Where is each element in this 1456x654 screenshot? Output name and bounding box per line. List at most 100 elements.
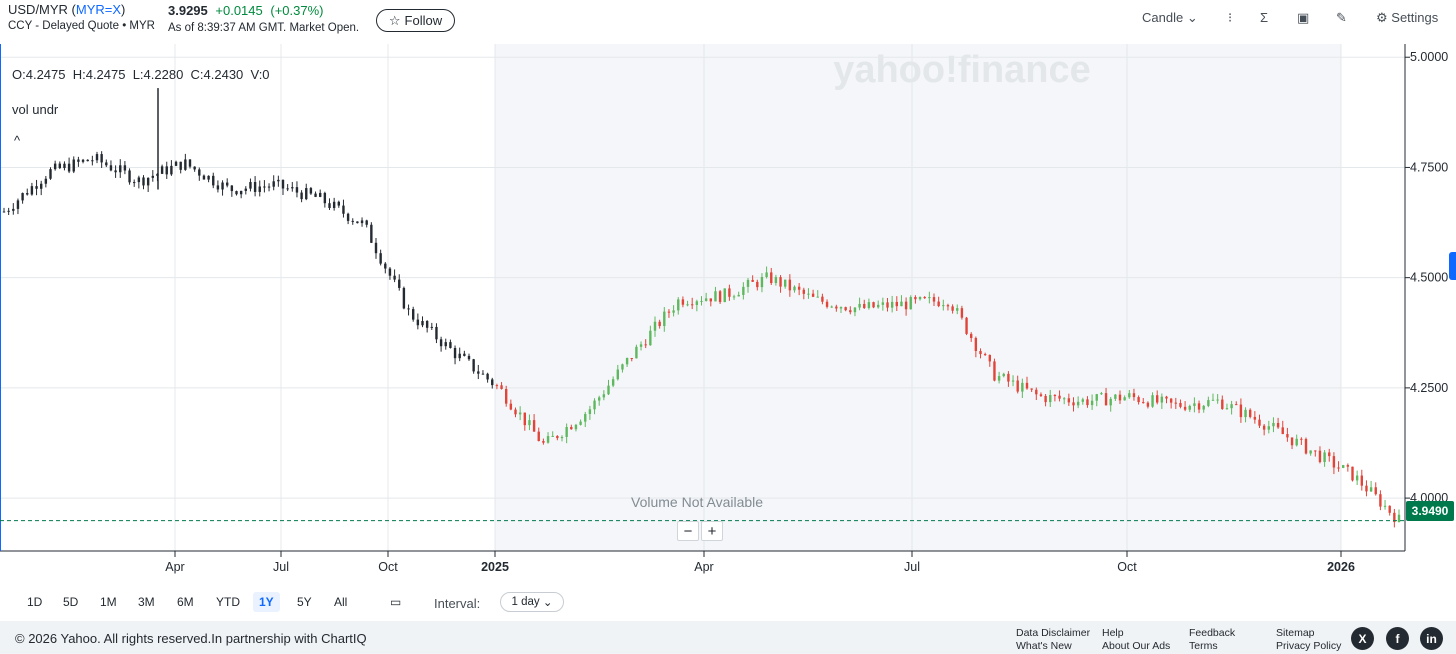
candle-body [272,181,275,187]
candle-body [1369,487,1373,492]
candle-body [644,344,647,346]
candle-body [12,208,15,211]
candle-body [551,435,554,437]
candle-body [1276,422,1280,428]
candle-body [970,333,973,339]
chevron-down-icon: ⌄ [542,597,553,609]
range-5d[interactable]: 5D [63,595,79,609]
candle-body [1318,450,1322,463]
collapse-icon[interactable]: ^ [14,133,21,148]
x-icon[interactable]: X [1351,627,1374,650]
candle-body [337,201,340,206]
chart-type-dropdown[interactable]: Candle ⌄ [1142,10,1198,25]
draw-icon[interactable]: ✎ [1336,10,1347,25]
candle-body [402,287,406,309]
candle-body [388,268,392,276]
candle-body [760,277,764,288]
candle-body [309,188,313,194]
candle-body [346,213,350,221]
candle-body [491,379,494,386]
range-1d[interactable]: 1D [27,595,43,609]
zoom-in-button[interactable]: + [701,521,723,541]
candle-body [1137,397,1140,403]
footer-link[interactable]: About Our Ads [1102,640,1171,652]
candle-body [658,321,661,327]
footer-link[interactable]: Data Disclaimer [1016,627,1091,639]
price-chart[interactable]: yahoo!finance 5.00004.75004.50004.25004.0… [0,44,1456,584]
side-panel-tab[interactable] [1449,252,1456,280]
candle-body [621,364,624,370]
candle-body [918,296,922,300]
y-tick-label: 4.5000 [1410,271,1448,285]
calendar-icon[interactable]: ▭ [390,595,402,609]
candle-body [1109,398,1112,406]
symbol-ticker-link[interactable]: MYR=X [75,2,122,17]
zoom-out-button[interactable]: − [677,521,699,541]
candle-body [514,409,517,415]
candle-body [1049,395,1052,403]
range-1m[interactable]: 1M [100,595,117,609]
candle-body [858,303,861,308]
facebook-icon[interactable]: f [1386,627,1409,650]
range-5y[interactable]: 5Y [297,595,312,609]
range-3m[interactable]: 3M [138,595,155,609]
current-price: 3.9295 [168,3,208,18]
footer-link[interactable]: What's New [1016,640,1072,652]
candle-body [1379,494,1382,507]
range-all[interactable]: All [334,595,348,609]
candle-body [598,397,601,401]
candle-body [1090,400,1094,406]
settings-button[interactable]: ⚙ Settings [1376,10,1439,25]
range-6m[interactable]: 6M [177,595,194,609]
interval-dropdown[interactable]: 1 day ⌄ [500,592,564,612]
footer-link[interactable]: Sitemap [1276,627,1315,639]
candle-body [323,192,327,204]
y-tick-label: 4.2500 [1410,381,1448,395]
candle-body [1258,419,1261,426]
candle-body [960,308,964,318]
candle-body [286,188,289,190]
comparison-icon[interactable]: ⁝ [1228,10,1233,25]
range-ytd[interactable]: YTD [216,595,240,609]
candle-body [1007,373,1010,382]
candle-body [784,279,787,287]
candle-body [542,441,545,443]
candle-body [174,161,178,166]
footer-link[interactable]: Terms [1189,640,1218,652]
candle-body [983,354,987,356]
candle-body [35,186,38,189]
candle-body [811,293,815,297]
candle-body [900,301,903,307]
linkedin-icon[interactable]: in [1420,627,1443,650]
candle-body [718,291,722,303]
candle-body [435,326,438,340]
footer-link[interactable]: Feedback [1189,627,1236,639]
range-1y[interactable]: 1Y [253,592,280,612]
candle-body [732,296,736,298]
indicators-icon[interactable]: Σ [1260,10,1269,25]
candle-body [1197,403,1201,410]
candle-body [21,193,24,201]
candle-body [523,412,526,426]
candle-body [1346,465,1350,467]
candle-body [1383,505,1387,507]
candle-body [1160,396,1164,403]
candle-body [16,200,20,209]
candle-body [421,320,424,326]
footer-link[interactable]: Help [1102,627,1124,639]
candle-body [788,279,792,291]
footer-link[interactable]: Privacy Policy [1276,640,1342,652]
events-icon[interactable]: ▣ [1297,10,1310,25]
year-shade [495,44,1341,551]
candle-body [863,303,866,308]
candle-body [137,177,141,183]
candle-body [816,296,819,298]
follow-button[interactable]: ☆ Follow [376,9,455,32]
candle-body [1081,399,1084,402]
candle-body [212,175,215,186]
candle-body [379,253,382,264]
candle-body [1146,402,1150,407]
candle-body [1086,399,1089,406]
candle-body [909,297,912,310]
candle-body [277,179,280,182]
